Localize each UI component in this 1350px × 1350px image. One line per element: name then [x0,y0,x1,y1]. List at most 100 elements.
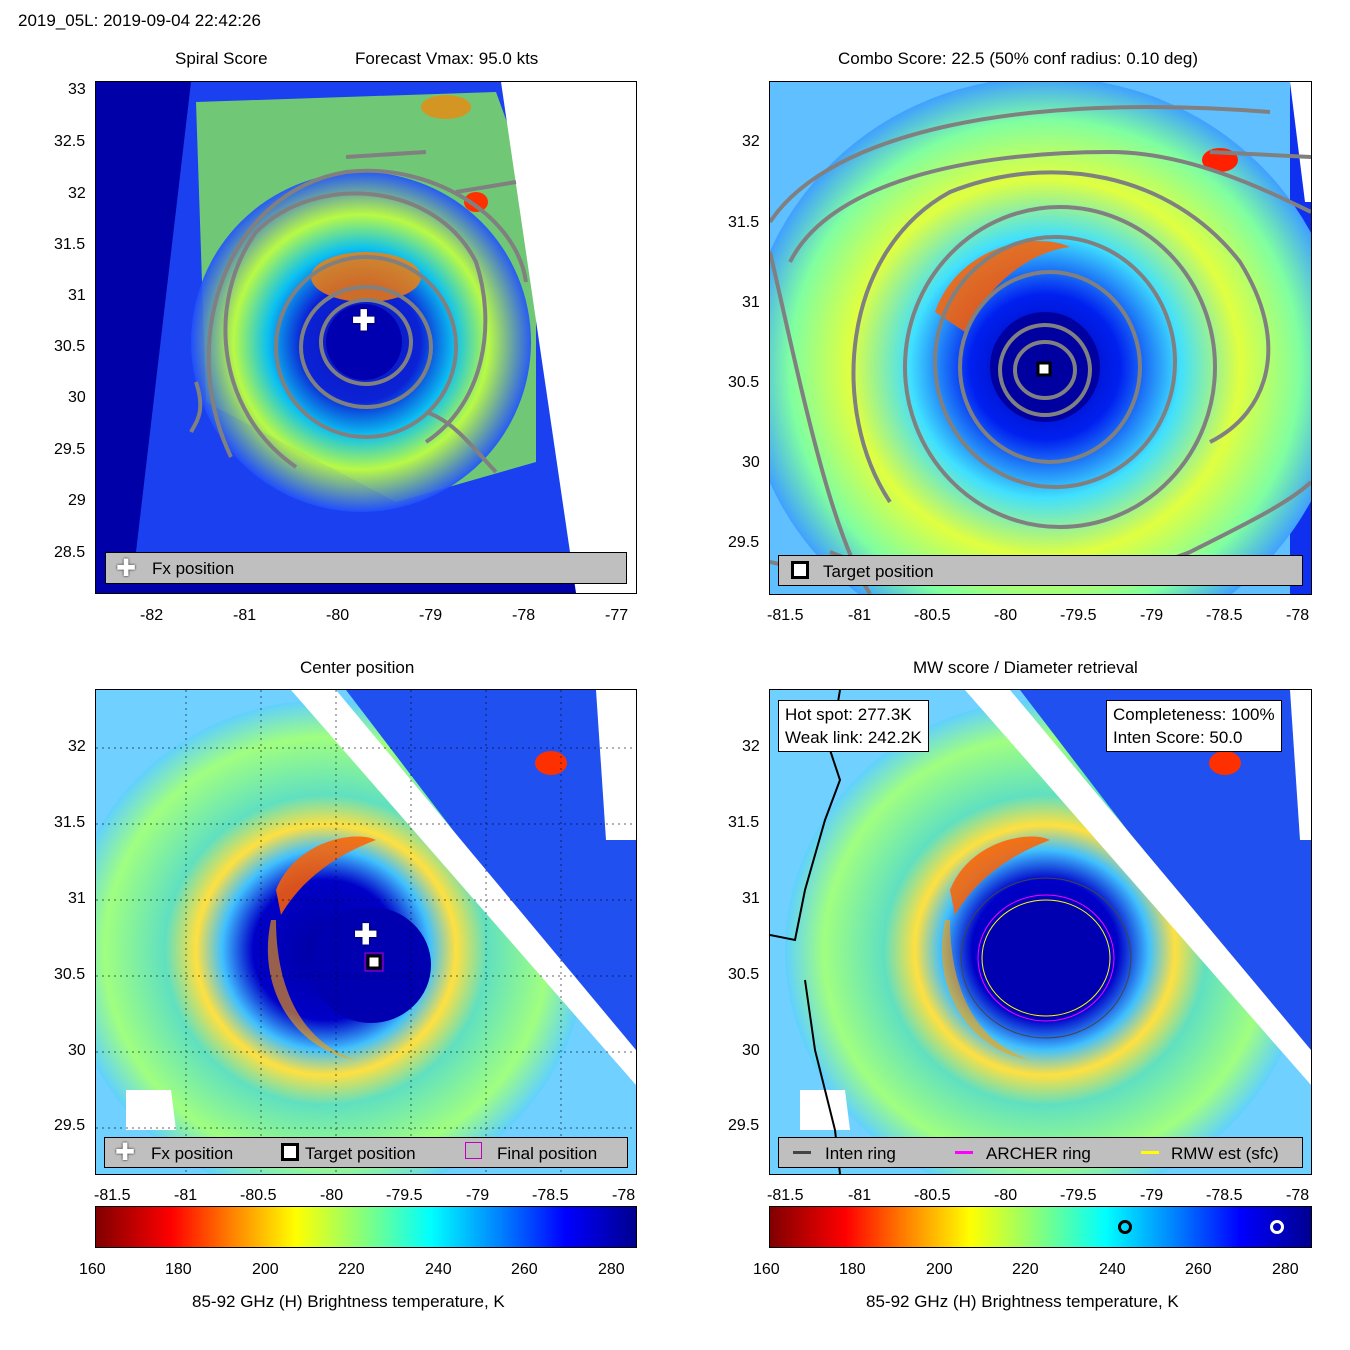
p3-legend-target: Target position [305,1144,416,1163]
xtick: -80 [994,607,1018,624]
xtick: -80.5 [914,607,951,624]
ytick: 31.5 [54,236,86,253]
p1-title-right: Forecast Vmax: 95.0 kts [355,49,539,68]
cbar-tick: 220 [338,1261,365,1278]
cbar-tick: 220 [1012,1261,1039,1278]
fx-position-marker: ✚ [352,305,376,336]
xtick: -78.5 [532,1187,569,1204]
ytick: 31 [742,294,760,311]
xtick: -78.5 [1206,1187,1243,1204]
hot-spot-marker [1270,1220,1284,1234]
p4-legend-inten: Inten ring [825,1144,896,1163]
p1-legend-label: Fx position [152,559,235,578]
weak-link-marker [1118,1220,1132,1234]
xtick: -79.5 [386,1187,423,1204]
p1-legend: ✚ Fx position [105,552,627,584]
p3-legend-final: Final position [497,1144,598,1163]
ytick: 30.5 [728,966,760,983]
ytick: 28.5 [54,544,86,561]
p3-legend: ✚ Fx position Target position Final posi… [104,1137,628,1168]
cbar-tick: 240 [1099,1261,1126,1278]
xtick: -78 [1286,1187,1310,1204]
cbar-tick: 180 [839,1261,866,1278]
ytick: 30.5 [54,966,86,983]
inten-ring-swatch [793,1151,811,1154]
ytick: 30 [742,454,760,471]
spiral-score-plot [136,82,636,593]
ytick: 31 [742,890,760,907]
ytick: 32 [68,738,86,755]
xtick: -79 [1140,607,1164,624]
xtick: -80 [320,1187,344,1204]
ytick: 31 [68,287,86,304]
center-position-panel: ✚ ✚ Fx position Target position Final po… [95,689,637,1175]
xtick: -77 [605,607,629,624]
xtick: -80 [994,1187,1018,1204]
p4-info-left: Hot spot: 277.3K Weak link: 242.2K [778,700,929,752]
p1-title-left: Spiral Score [175,49,268,68]
cbar-tick: 260 [511,1261,538,1278]
completeness-text: Completeness: 100% [1113,705,1275,724]
p4-info-right: Completeness: 100% Inten Score: 50.0 [1106,700,1282,752]
colorbar-left-label: 85-92 GHz (H) Brightness temperature, K [192,1292,505,1311]
ytick: 31 [68,890,86,907]
cbar-tick: 160 [79,1261,106,1278]
xtick: -80.5 [240,1187,277,1204]
p4-title: MW score / Diameter retrieval [913,658,1138,677]
xtick: -81.5 [94,1187,131,1204]
hot-spot-text: Hot spot: 277.3K [785,705,912,724]
fx-marker-icon: ✚ [116,555,137,582]
ytick: 31.5 [728,214,760,231]
ytick: 32.5 [54,133,86,150]
spiral-score-panel: ✚ ✚ Fx position [95,81,637,594]
mw-score-panel: Hot spot: 277.3K Weak link: 242.2K Compl… [769,689,1312,1175]
cbar-tick: 280 [1272,1261,1299,1278]
p2-legend: Target position [778,555,1303,586]
ytick: 30 [68,389,86,406]
colorbar-right-label: 85-92 GHz (H) Brightness temperature, K [866,1292,1179,1311]
p3-legend-fx: Fx position [151,1144,234,1163]
combo-score-panel: Target position [769,81,1312,595]
cbar-tick: 200 [252,1261,279,1278]
xtick: -81 [848,1187,872,1204]
cbar-tick: 180 [165,1261,192,1278]
xtick: -78 [612,1187,636,1204]
inten-score-text: Inten Score: 50.0 [1113,728,1243,747]
colorbar-right [769,1206,1312,1248]
weak-link-text: Weak link: 242.2K [785,728,922,747]
p4-legend-archer: ARCHER ring [986,1144,1091,1163]
fx-marker-icon: ✚ [115,1139,136,1166]
xtick: -78 [1286,607,1310,624]
xtick: -79 [1140,1187,1164,1204]
xtick: -81 [174,1187,198,1204]
ytick: 32 [68,185,86,202]
ytick: 30 [68,1042,86,1059]
xtick: -80.5 [914,1187,951,1204]
cbar-tick: 160 [753,1261,780,1278]
p2-legend-label: Target position [823,562,934,581]
xtick: -79.5 [1060,1187,1097,1204]
cbar-tick: 260 [1185,1261,1212,1278]
ytick: 32 [742,738,760,755]
xtick: -78.5 [1206,607,1243,624]
combo-score-plot [770,82,1311,594]
ytick: 31.5 [54,814,86,831]
center-position-plot [96,690,636,1174]
target-marker-icon [281,1143,299,1161]
ytick: 29.5 [728,534,760,551]
rmw-swatch [1141,1151,1159,1154]
xtick: -79 [419,607,443,624]
xtick: -81 [233,607,257,624]
xtick: -79.5 [1060,607,1097,624]
target-marker-icon [791,561,809,579]
ytick: 30.5 [728,374,760,391]
ytick: 29.5 [54,1117,86,1134]
p2-title: Combo Score: 22.5 (50% conf radius: 0.10… [838,49,1199,68]
xtick: -79 [466,1187,490,1204]
cbar-tick: 200 [926,1261,953,1278]
xtick: -81 [848,607,872,624]
xtick: -82 [140,607,164,624]
ytick: 29.5 [54,441,86,458]
ytick: 29.5 [728,1117,760,1134]
ytick: 31.5 [728,814,760,831]
